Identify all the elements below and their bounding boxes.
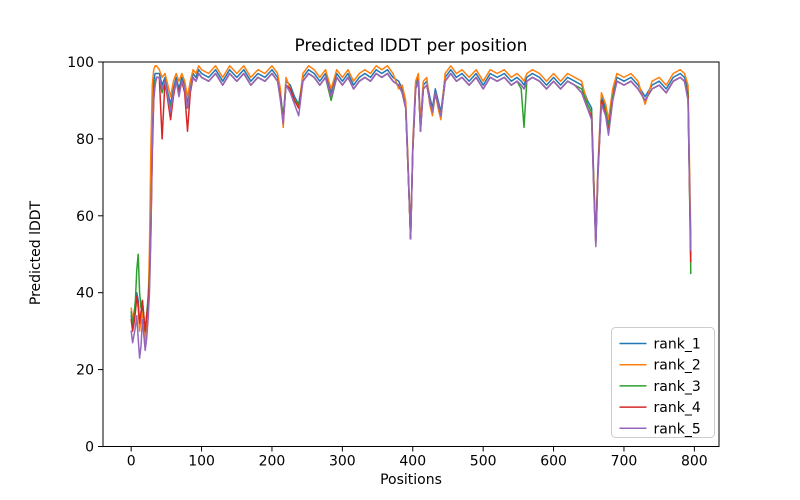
series-line-rank_2	[130, 65, 692, 344]
legend-item-rank_2: rank_2	[619, 358, 701, 374]
x-tick-label: 200	[259, 454, 286, 470]
legend-label: rank_5	[654, 421, 701, 437]
legend-item-rank_4: rank_4	[619, 400, 701, 416]
legend-item-rank_1: rank_1	[619, 337, 701, 353]
legend-label: rank_2	[654, 358, 701, 374]
legend-box	[611, 327, 715, 438]
x-tick-label: 500	[470, 454, 497, 470]
axes-spines	[102, 61, 720, 447]
y-tick-label: 40	[76, 286, 94, 302]
y-tick-label: 60	[76, 209, 94, 225]
y-tick-label: 0	[85, 440, 94, 456]
x-tick-label: 700	[611, 454, 638, 470]
series-layer	[130, 65, 692, 359]
y-tick-label: 20	[76, 363, 94, 379]
legend-label: rank_1	[654, 337, 701, 353]
legend-item-rank_3: rank_3	[619, 379, 701, 395]
x-tick-label: 100	[188, 454, 215, 470]
legend-item-rank_5: rank_5	[619, 421, 701, 437]
x-tick-label: 600	[540, 454, 567, 470]
x-tick-label: 300	[329, 454, 356, 470]
y-axis-label: Predicted lDDT	[28, 200, 44, 306]
x-axis-label: Positions	[380, 472, 442, 488]
x-tick-label: 0	[127, 454, 136, 470]
chart-title: Predicted lDDT per position	[294, 36, 528, 56]
y-tick-label: 80	[76, 132, 94, 148]
x-tick-label: 400	[399, 454, 426, 470]
legend-label: rank_4	[654, 400, 701, 416]
legend-label: rank_3	[654, 379, 701, 395]
axes-layer: 0 100 200 300 400 500 600 700 800 0 20 40 60 80 100	[67, 55, 720, 470]
series-line-rank_5	[130, 72, 692, 359]
y-tick-label: 100	[67, 55, 94, 71]
x-tick-label: 800	[681, 454, 708, 470]
legend: rank_1 rank_2 rank_3 rank_4 rank_5	[611, 327, 715, 438]
